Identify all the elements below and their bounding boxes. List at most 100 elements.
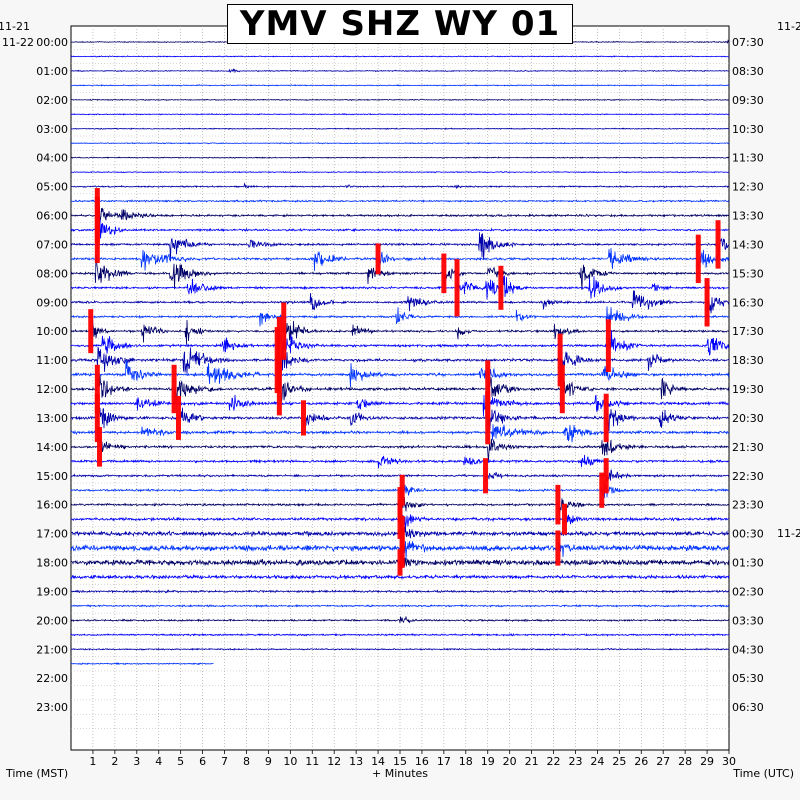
left-hour-label: 18:00: [36, 557, 68, 570]
left-hour-label: 17:00: [36, 528, 68, 541]
trace-row: [70, 573, 730, 581]
left-hour-label: 20:00: [36, 614, 68, 627]
trace-row: [70, 248, 730, 271]
trace-row: [70, 127, 729, 131]
right-hour-label: 19:30: [732, 383, 764, 396]
clip-marker: [695, 234, 701, 284]
clip-marker: [441, 253, 447, 294]
grid: [71, 26, 729, 750]
right-hour-label: 05:30: [732, 672, 764, 685]
trace-row: [71, 306, 730, 327]
left-hour-label: 15:00: [36, 470, 68, 483]
right-hour-label: 10:30: [732, 123, 764, 136]
x-tick-label: 30: [722, 755, 736, 768]
clip-marker: [498, 265, 504, 310]
trace-row: [70, 318, 730, 345]
right-hour-label: 12:30: [732, 181, 764, 194]
chart-title: YMV SHZ WY 01: [239, 4, 561, 44]
clip-marker: [94, 196, 100, 263]
x-tick-label: 27: [656, 755, 670, 768]
left-hour-label: 03:00: [36, 123, 68, 136]
trace-row: [70, 632, 730, 637]
trace-row: [70, 141, 730, 145]
clip-marker: [375, 243, 381, 275]
x-tick-label: 28: [678, 755, 692, 768]
clip-marker: [274, 327, 280, 394]
right-hour-label: 18:30: [732, 354, 764, 367]
right-hour-label: 00:30: [732, 528, 764, 541]
trace-row: [70, 232, 730, 262]
left-hour-label: 06:00: [36, 210, 68, 223]
trace-row: [70, 214, 729, 251]
trace-row: [70, 68, 730, 74]
left-hour-label: 21:00: [36, 643, 68, 656]
trace-row: [70, 98, 730, 102]
trace-row: [70, 199, 730, 203]
left-hour-label: 00:00: [36, 36, 68, 49]
clip-marker: [605, 319, 611, 373]
left-hour-label: 16:00: [36, 499, 68, 512]
x-tick-label: 6: [199, 755, 206, 768]
x-tick-label: 10: [283, 755, 297, 768]
x-tick-label: 18: [459, 755, 473, 768]
x-tick-label: 29: [700, 755, 714, 768]
x-axis-label-left: Time (MST): [5, 767, 68, 780]
trace-row: [70, 290, 730, 314]
x-tick-label: 26: [634, 755, 648, 768]
left-hour-label: 22:00: [36, 672, 68, 685]
x-tick-label: 3: [133, 755, 140, 768]
left-hour-label: 13:00: [36, 412, 68, 425]
clip-marker: [715, 220, 721, 269]
right-hour-label: 06:30: [732, 701, 764, 714]
left-hour-label: 11:00: [36, 354, 68, 367]
trace-row: [70, 204, 729, 224]
x-ticks: 1 2 3 4 5 6 7 8 9 10 11 12 13 14 15 16 17 18 19 20 21 22 23 24 2…: [89, 750, 736, 768]
x-tick-label: 4: [155, 755, 162, 768]
right-hour-label: 01:30: [732, 557, 764, 570]
right-hour-label: 22:30: [732, 470, 764, 483]
x-tick-label: 9: [265, 755, 272, 768]
left-hour-label: 19:00: [36, 585, 68, 598]
x-tick-label: 16: [415, 755, 429, 768]
x-tick-label: 2: [111, 755, 118, 768]
right-hour-label: 16:30: [732, 296, 764, 309]
x-tick-label: 7: [221, 755, 228, 768]
clip-marker: [175, 395, 181, 440]
clip-marker: [485, 360, 491, 418]
right-hour-label: 11:30: [732, 152, 764, 165]
left-hour-label: 12:00: [36, 383, 68, 396]
right-hour-label: 09:30: [732, 94, 764, 107]
clip-marker: [704, 278, 710, 327]
trace-row: [70, 275, 730, 300]
trace-row: [70, 84, 729, 87]
x-tick-label: 12: [327, 755, 341, 768]
trace-row: [70, 588, 730, 594]
clip-marker: [397, 549, 403, 576]
trace-row: [70, 603, 730, 608]
clip-marker: [559, 364, 565, 414]
trace-row: [70, 454, 730, 469]
right-hour-label: 13:30: [732, 210, 764, 223]
x-tick-label: 20: [503, 755, 517, 768]
clip-marker: [281, 302, 287, 360]
x-tick-label: 14: [371, 755, 385, 768]
left-hour-label: 02:00: [36, 94, 68, 107]
clip-marker: [300, 400, 306, 436]
clip-marker: [557, 333, 563, 387]
trace-row: [70, 360, 730, 388]
trace-row: [70, 55, 730, 58]
trace-row: [70, 170, 730, 174]
trace-row: [70, 437, 730, 461]
right-hour-label: 20:30: [732, 412, 764, 425]
clip-marker: [276, 362, 282, 416]
clip-marker: [399, 528, 405, 568]
right-hour-label: 23:30: [732, 499, 764, 512]
right-date-top: 11-2: [777, 20, 800, 33]
x-tick-label: 13: [349, 755, 363, 768]
left-hour-label: 14:00: [36, 441, 68, 454]
left-hour-label: 10:00: [36, 325, 68, 338]
x-tick-label: 8: [243, 755, 250, 768]
right-date-mid: 11-2: [777, 527, 800, 540]
x-tick-label: 11: [305, 755, 319, 768]
trace-row: [70, 182, 730, 190]
